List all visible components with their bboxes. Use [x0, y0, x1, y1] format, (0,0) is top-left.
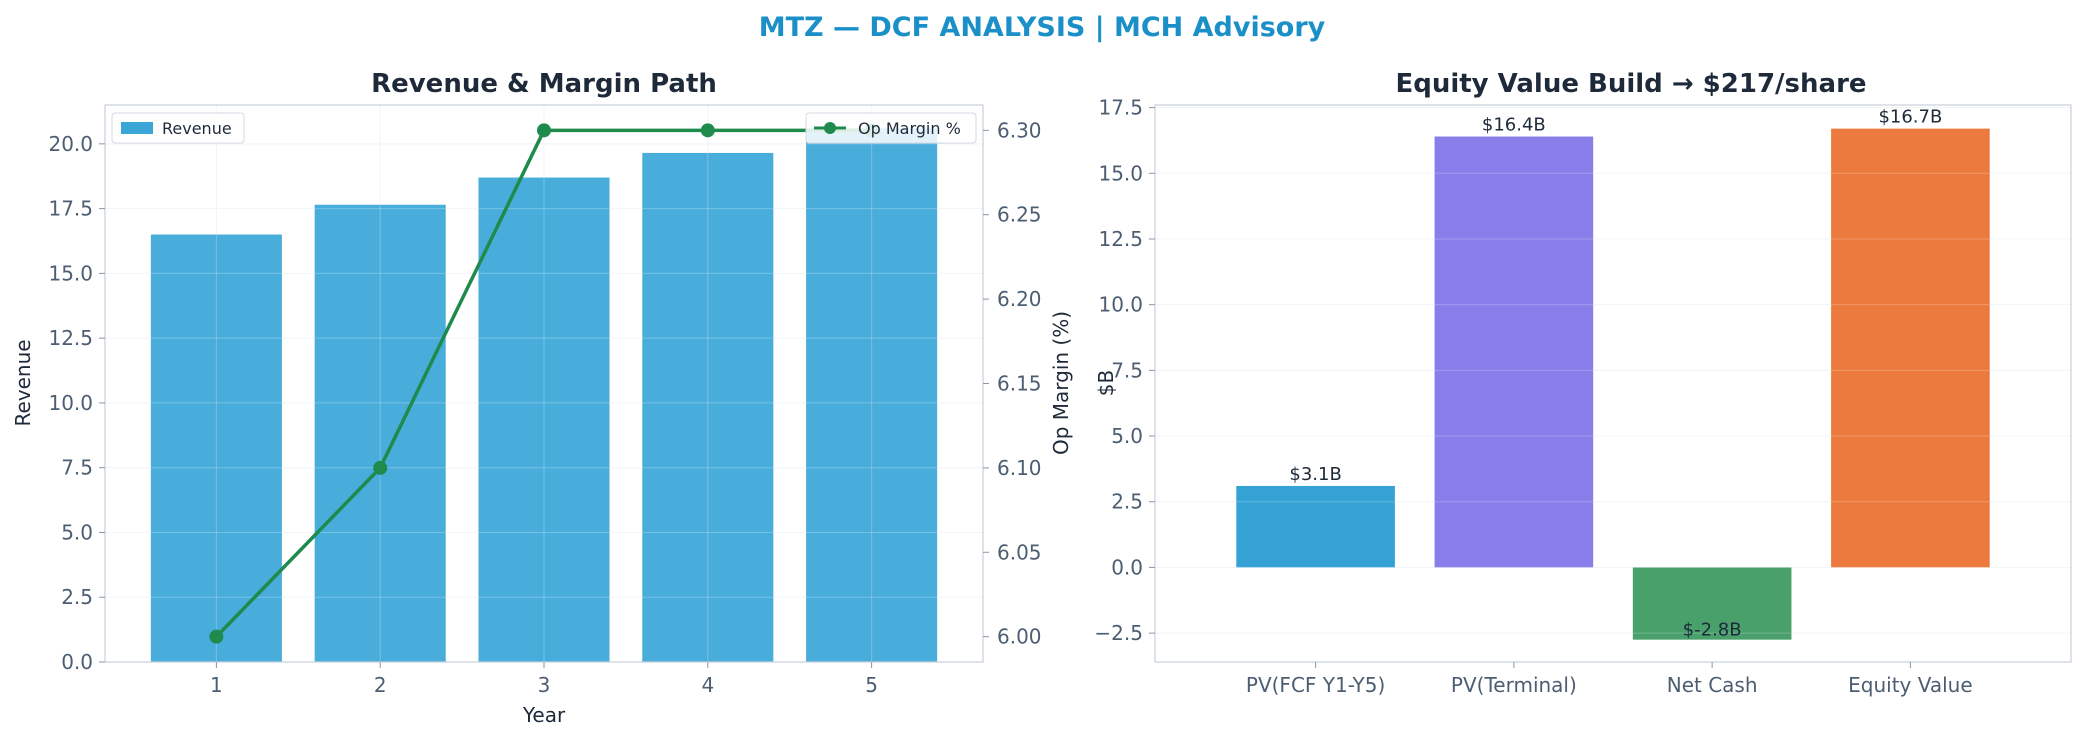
chart1-x-tick-label: 4	[701, 673, 714, 697]
chart1-y-tick-label: 10.0	[48, 391, 93, 415]
revenue-bar	[478, 177, 610, 662]
revenue-bar	[314, 204, 446, 662]
chart1-y-tick-label: 2.5	[61, 585, 93, 609]
figure-title: MTZ — DCF ANALYSIS | MCH Advisory	[759, 12, 1326, 43]
chart1-y-tick-label: 0.0	[61, 650, 93, 674]
chart2-y-tick-label: 17.5	[1098, 96, 1143, 120]
chart1-y-tick-label: 12.5	[48, 326, 93, 350]
chart2-y-tick-label: 5.0	[1111, 424, 1143, 448]
chart1-y2-ticks: 6.00 6.05 6.10 6.15 6.20 6.25 6.30	[983, 118, 1042, 649]
chart2-title: Equity Value Build → $217/share	[1395, 69, 1866, 99]
equity-bar-label: $3.1B	[1289, 464, 1341, 485]
chart1-legend-margin-marker	[824, 122, 836, 134]
revenue-bar	[642, 152, 774, 662]
chart1-legend-revenue-label: Revenue	[162, 119, 232, 138]
margin-point	[537, 123, 551, 138]
chart1-y2-tick-label: 6.15	[997, 372, 1042, 396]
equity-bar	[1236, 485, 1395, 568]
chart1-x-tick-label: 1	[210, 673, 223, 697]
equity-bar	[1831, 128, 1990, 568]
chart1-y-tick-label: 7.5	[61, 456, 93, 480]
equity-value-build-chart: Equity Value Build → $217/share $3.1B $16…	[1094, 69, 2072, 697]
chart2-x-tick-label: PV(FCF Y1-Y5)	[1246, 673, 1385, 697]
chart2-y-tick-label: 0.0	[1111, 555, 1143, 579]
equity-bar-label: $16.4B	[1482, 115, 1546, 136]
chart1-legend-margin-label: Op Margin %	[858, 119, 961, 138]
equity-bar	[1632, 567, 1792, 640]
chart1-y-tick-label: 20.0	[48, 132, 93, 156]
chart2-y-tick-label: 7.5	[1111, 358, 1143, 382]
chart2-x-ticks: PV(FCF Y1-Y5) PV(Terminal) Net Cash Equity …	[1246, 662, 1973, 697]
chart2-y-label: $B	[1094, 370, 1118, 396]
chart1-y2-tick-label: 6.00	[997, 625, 1042, 649]
margin-point	[209, 629, 224, 644]
chart1-title: Revenue & Margin Path	[371, 69, 717, 99]
chart1-y2-tick-label: 6.25	[997, 203, 1042, 227]
chart2-plot-frame	[1154, 104, 2072, 663]
chart2-x-tick-label: Equity Value	[1848, 673, 1973, 697]
chart2-y-tick-label: 15.0	[1098, 161, 1143, 185]
chart1-x-tick-label: 3	[538, 673, 551, 697]
chart2-y-tick-label: 2.5	[1111, 490, 1143, 514]
margin-point	[373, 460, 388, 475]
chart2-x-tick-label: PV(Terminal)	[1451, 673, 1577, 697]
chart1-y2-tick-label: 6.20	[997, 287, 1042, 311]
chart2-y-tick-label: −2.5	[1094, 621, 1143, 645]
chart1-y2-tick-label: 6.30	[997, 118, 1042, 142]
chart1-y2-tick-label: 6.05	[997, 540, 1042, 564]
chart1-y2-tick-label: 6.10	[997, 456, 1042, 480]
chart1-y-ticks: 0.0 2.5 5.0 7.5 10.0 12.5 15.0 17.5 20.0	[48, 132, 105, 674]
chart1-bars	[105, 105, 983, 663]
chart1-legend-revenue-swatch	[121, 122, 153, 134]
chart2-y-ticks: −2.5 0.0 2.5 5.0 7.5 10.0 12.5 15.0 17.5	[1094, 96, 1155, 645]
chart2-y-tick-label: 12.5	[1098, 227, 1143, 251]
chart1-legend-margin: Op Margin %	[805, 112, 977, 144]
chart2-bars	[1155, 107, 2071, 640]
chart1-y-tick-label: 15.0	[48, 261, 93, 285]
chart2-x-tick-label: Net Cash	[1667, 673, 1758, 697]
chart1-x-ticks: 1 2 3 4 5	[210, 662, 878, 697]
chart1-legend-revenue: Revenue	[111, 112, 245, 144]
chart2-data-labels: $3.1B $16.4B $-2.8B $16.7B	[1289, 107, 1942, 641]
margin-point	[700, 123, 715, 138]
chart1-y-label: Revenue	[11, 339, 35, 426]
chart1-y-tick-label: 17.5	[48, 197, 93, 221]
chart1-y2-label: Op Margin (%)	[1049, 311, 1073, 455]
revenue-margin-chart: Revenue & Margin Path 0.02.55.07.510.012…	[11, 69, 1073, 727]
revenue-bar	[806, 128, 938, 662]
chart1-x-label: Year	[522, 703, 566, 727]
equity-bar-label: $16.7B	[1878, 107, 1942, 128]
chart1-margin-line	[209, 123, 879, 644]
chart1-y-tick-label: 5.0	[61, 520, 93, 544]
equity-bar-label: $-2.8B	[1683, 620, 1742, 641]
chart1-x-tick-label: 5	[865, 673, 878, 697]
chart2-y-tick-label: 10.0	[1098, 293, 1143, 317]
chart1-x-tick-label: 2	[374, 673, 387, 697]
equity-bar	[1434, 136, 1594, 568]
